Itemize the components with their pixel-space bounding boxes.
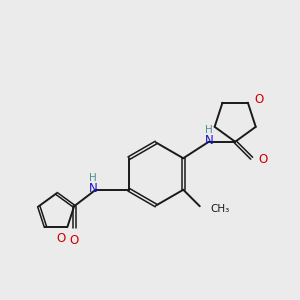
Text: CH₃: CH₃ xyxy=(210,204,230,214)
Text: N: N xyxy=(204,134,213,147)
Text: O: O xyxy=(56,232,65,244)
Text: H: H xyxy=(205,125,213,135)
Text: O: O xyxy=(70,235,79,248)
Text: O: O xyxy=(258,153,268,166)
Text: H: H xyxy=(89,173,97,183)
Text: O: O xyxy=(254,93,264,106)
Text: N: N xyxy=(89,182,98,195)
